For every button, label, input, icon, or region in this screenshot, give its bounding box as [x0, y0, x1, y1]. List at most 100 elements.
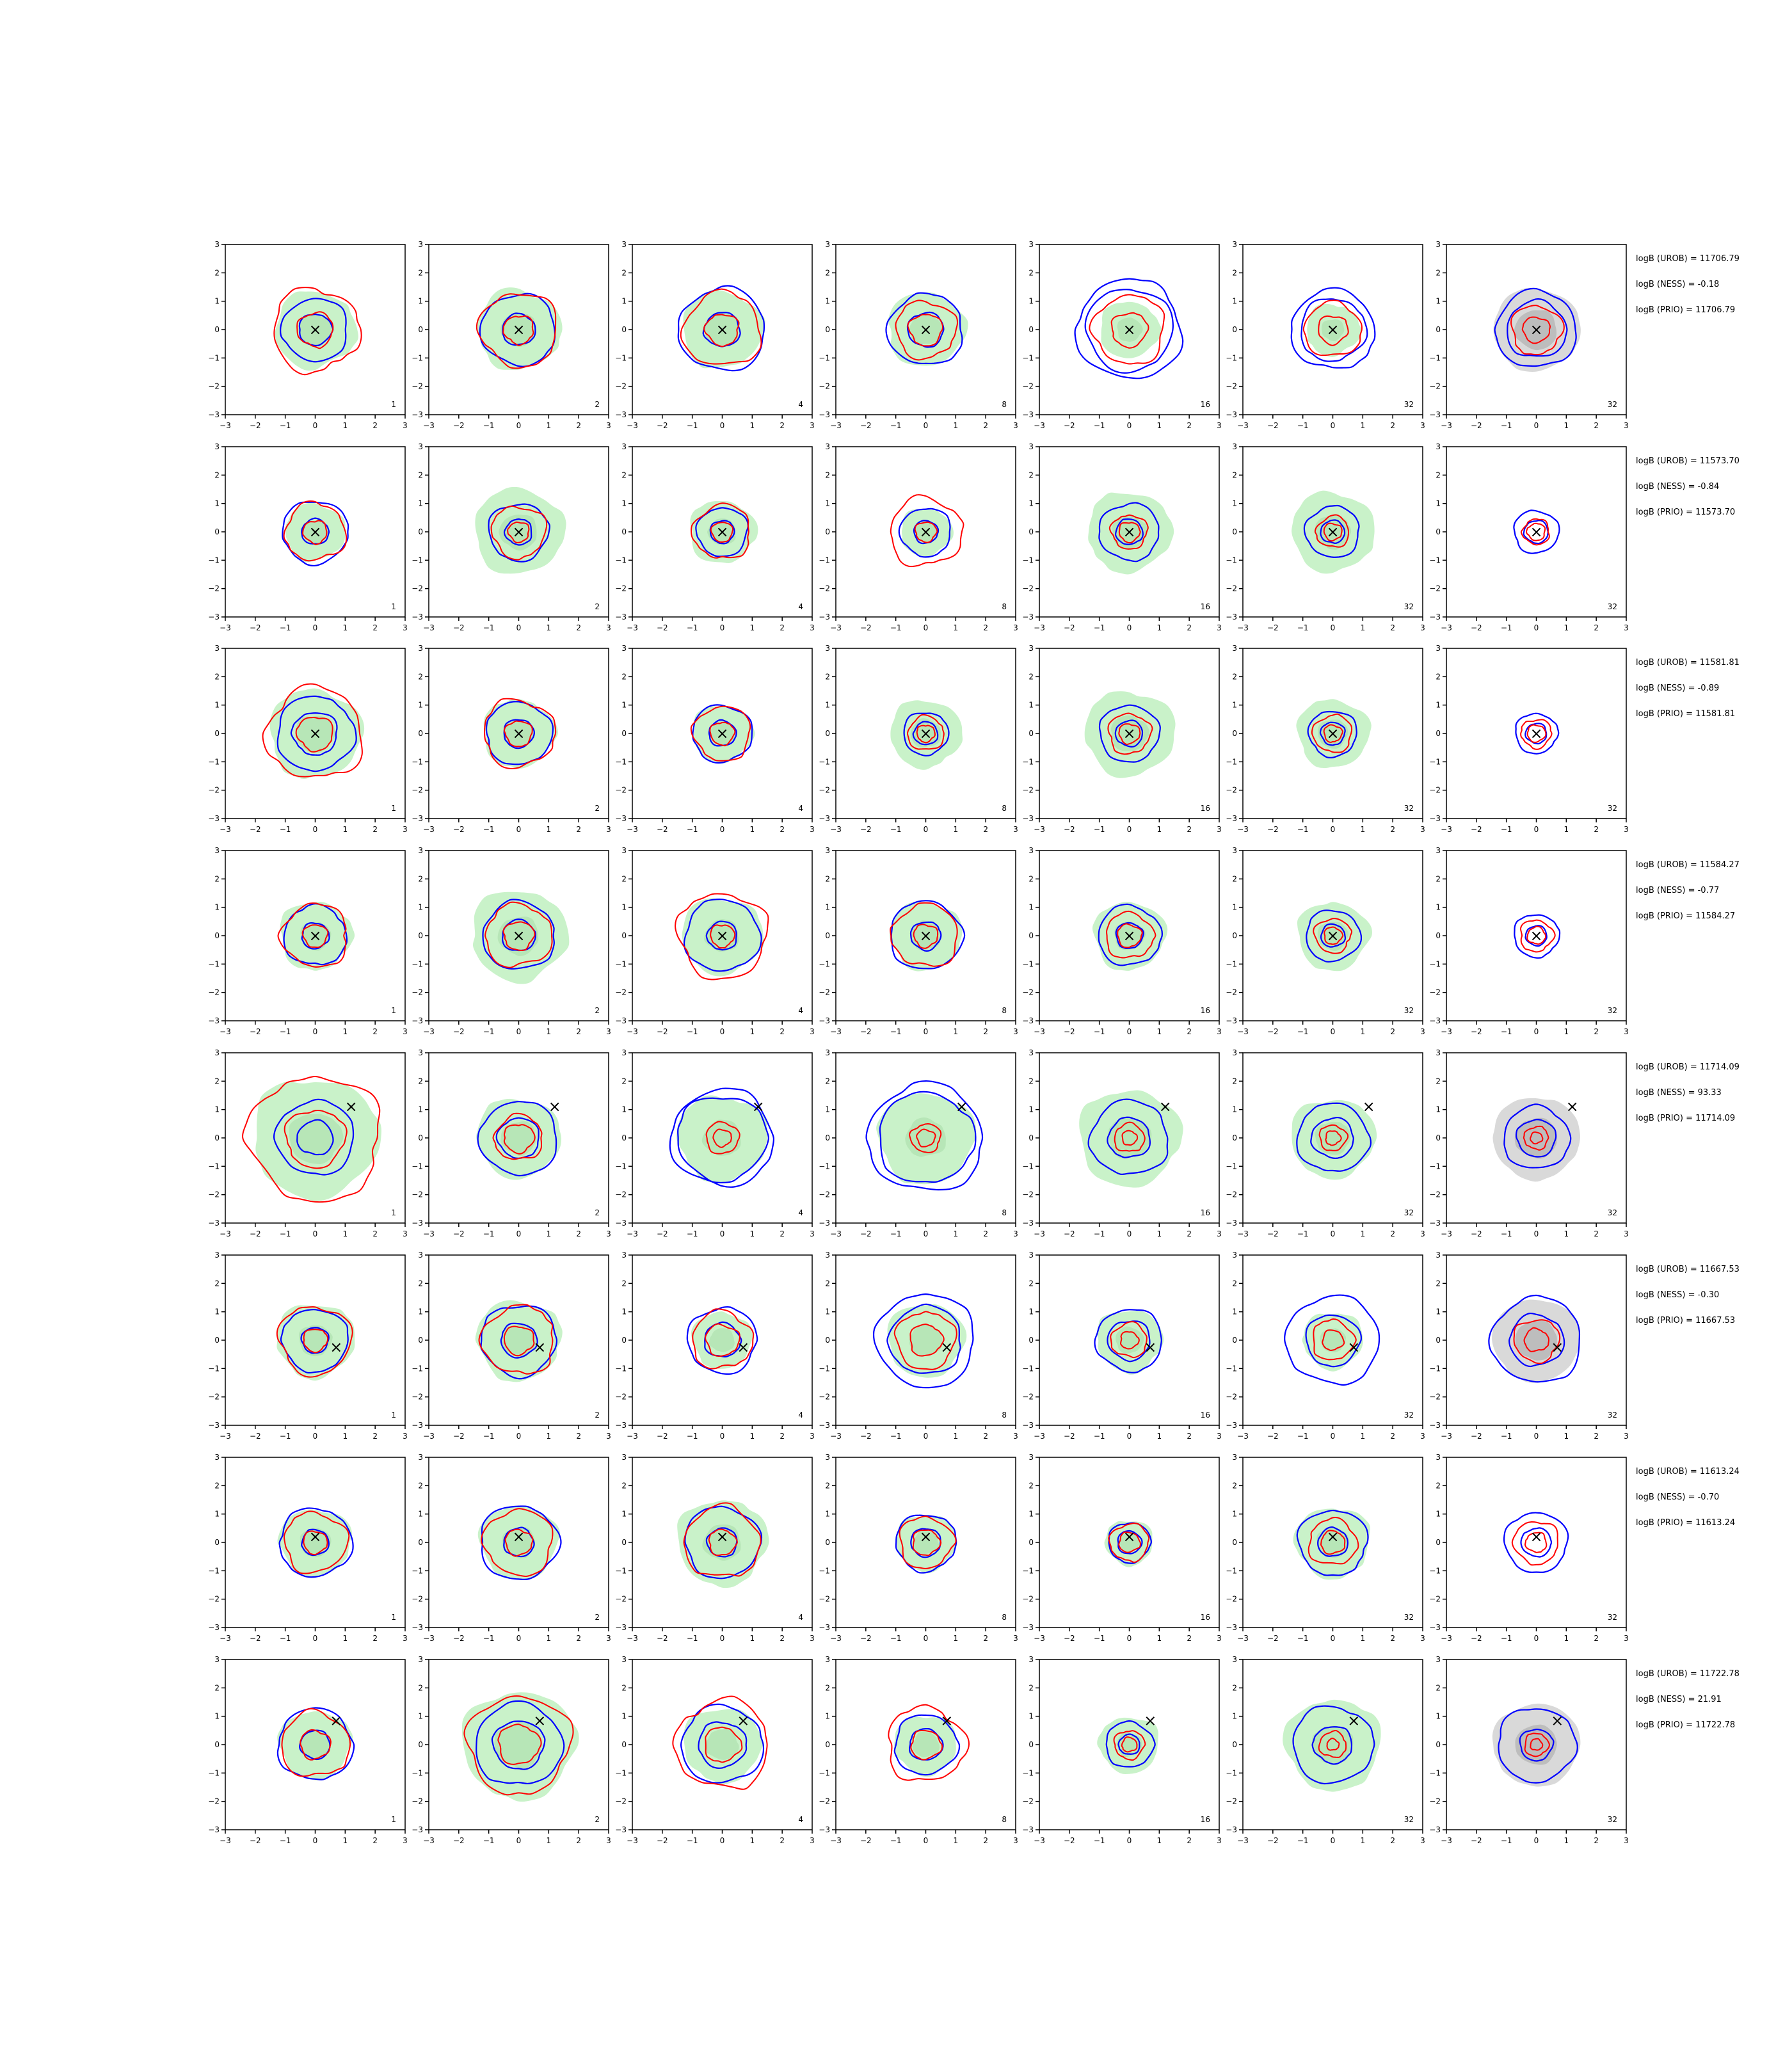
x-tick-label: −2: [860, 825, 872, 834]
panel-r7-c5: × −3 −2 −1 0 1 2 3 3 2 1 0 −1 −2 −3 16: [1022, 1453, 1222, 1643]
blue-contour-1: [1296, 1509, 1369, 1576]
blue-contour-1: [1515, 712, 1560, 755]
x-tick-label: 2: [983, 825, 988, 834]
x-tick-label: −1: [687, 1836, 698, 1845]
y-tick-label: −1: [1022, 1364, 1034, 1373]
y-tick-label: 3: [1436, 442, 1441, 451]
y-tick-label: 0: [1436, 1538, 1441, 1547]
x-tick-label: 1: [547, 1229, 552, 1238]
panel-count-label: 2: [595, 1613, 600, 1622]
red-contour-1: [283, 1510, 350, 1574]
x-tick-label: −2: [1267, 1432, 1279, 1441]
y-tick-label: −1: [1022, 1162, 1034, 1171]
red-contour-1: [890, 902, 958, 967]
blue-contour-2: [910, 1528, 941, 1558]
x-tick-label: −1: [483, 1634, 495, 1643]
y-tick-label: 3: [214, 1453, 220, 1462]
y-tick-label: 0: [214, 527, 220, 536]
y-tick-label: −2: [208, 584, 220, 593]
y-tick-label: −1: [615, 556, 627, 564]
blue-contour-1: [677, 285, 765, 372]
y-tick-label: 0: [1436, 729, 1441, 738]
y-tick-label: −3: [615, 1219, 627, 1228]
x-tick-label: 2: [983, 1634, 988, 1643]
y-tick-label: −2: [208, 988, 220, 997]
y-tick-label: −1: [1429, 1566, 1441, 1575]
panel-r6-c2: × −3 −2 −1 0 1 2 3 3 2 1 0 −1 −2 −3 2: [412, 1251, 611, 1441]
y-tick-label: −3: [1429, 1825, 1441, 1834]
x-tick-label: −3: [423, 1432, 435, 1441]
y-tick-label: 2: [825, 1076, 830, 1085]
y-tick-label: −3: [1226, 612, 1237, 621]
y-tick-label: 0: [1436, 931, 1441, 940]
panel-r1-c5: × −3 −2 −1 0 1 2 3 3 2 1 0 −1 −2 −3 16: [1022, 240, 1222, 430]
x-tick-label: 3: [810, 421, 815, 430]
x-tick-label: −1: [280, 1432, 291, 1441]
y-tick-label: −2: [615, 584, 627, 593]
y-tick-label: −3: [1429, 814, 1441, 823]
blue-contour-2: [704, 1321, 742, 1357]
y-tick-label: 2: [214, 1279, 220, 1288]
x-tick-label: 2: [780, 1836, 785, 1845]
x-tick-label: −1: [1094, 623, 1105, 632]
y-tick-label: −2: [1226, 584, 1237, 593]
red-contour-1: [1510, 305, 1565, 356]
panel-r2-c4: × −3 −2 −1 0 1 2 3 3 2 1 0 −1 −2 −3 8: [819, 442, 1018, 632]
panel-r3-c4: × −3 −2 −1 0 1 2 3 3 2 1 0 −1 −2 −3 8: [819, 644, 1018, 834]
y-tick-label: −1: [208, 1162, 220, 1171]
blue-contour-2: [705, 920, 737, 951]
y-tick-label: −3: [615, 410, 627, 419]
x-tick-label: 2: [1187, 825, 1192, 834]
red-contour-1: [463, 1695, 574, 1796]
posterior-density-fill-inner: [502, 719, 534, 749]
true-value-marker: ×: [1326, 927, 1339, 945]
x-tick-label: −1: [890, 1229, 902, 1238]
red-contour-2: [502, 921, 536, 951]
x-tick-label: −3: [1034, 1836, 1045, 1845]
y-tick-label: 1: [1232, 1510, 1237, 1519]
panel-r4-c1: × −3 −2 −1 0 1 2 3 3 2 1 0 −1 −2 −3 1: [208, 846, 408, 1036]
y-tick-label: −1: [1226, 1768, 1237, 1777]
blue-contour-2: [495, 1117, 540, 1159]
y-tick-label: 3: [214, 1655, 220, 1664]
x-tick-label: 0: [720, 1836, 725, 1845]
red-contour-2: [1318, 315, 1349, 346]
x-tick-label: −2: [1471, 1432, 1482, 1441]
posterior-density-fill-inner: [912, 1732, 940, 1757]
x-tick-label: −2: [1471, 825, 1482, 834]
true-value-marker: ×: [1326, 724, 1339, 742]
x-tick-label: −1: [1297, 1634, 1309, 1643]
x-tick-label: 0: [313, 1027, 318, 1036]
y-tick-label: 3: [1232, 644, 1237, 653]
blue-contour-2: [909, 921, 942, 952]
y-tick-label: 0: [418, 931, 423, 940]
x-tick-label: 0: [313, 1634, 318, 1643]
blue-contour-2: [908, 1728, 944, 1761]
x-tick-label: 2: [372, 825, 378, 834]
y-tick-label: −3: [208, 1623, 220, 1632]
red-contour-2: [1325, 1130, 1342, 1146]
x-tick-label: 3: [1013, 1027, 1018, 1036]
y-tick-label: −3: [819, 1016, 830, 1025]
x-tick-label: 2: [780, 1634, 785, 1643]
blue-contour-1: [683, 899, 762, 972]
y-tick-label: 2: [1436, 874, 1441, 883]
true-value-marker: ×: [1566, 1098, 1579, 1116]
x-tick-label: 0: [924, 1634, 929, 1643]
x-tick-label: 2: [576, 1027, 581, 1036]
y-tick-label: 0: [1436, 527, 1441, 536]
x-tick-label: −3: [1237, 825, 1249, 834]
y-tick-label: 0: [214, 1538, 220, 1547]
y-tick-label: 3: [1028, 1048, 1034, 1057]
y-tick-label: 1: [1436, 1308, 1441, 1316]
x-tick-label: 0: [516, 1027, 522, 1036]
panel-r6-c1: × −3 −2 −1 0 1 2 3 3 2 1 0 −1 −2 −3 1: [208, 1251, 408, 1441]
y-tick-label: 3: [418, 644, 423, 653]
y-tick-label: −1: [615, 1566, 627, 1575]
x-tick-label: −3: [627, 1836, 638, 1845]
x-tick-label: 3: [1217, 623, 1222, 632]
x-tick-label: −1: [687, 623, 698, 632]
logB-stat: logB (PRIO) = 11706.79: [1636, 305, 1735, 315]
x-tick-label: 2: [372, 1432, 378, 1441]
